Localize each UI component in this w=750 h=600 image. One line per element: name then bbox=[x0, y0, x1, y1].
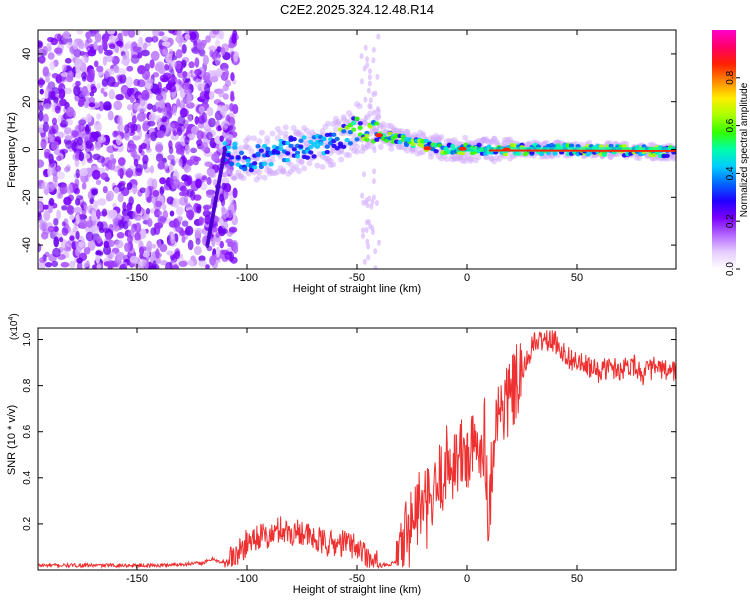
colorbar-tick-label: 0.2 bbox=[725, 214, 736, 228]
y-tick-label: -40 bbox=[21, 237, 33, 253]
spectral-hotspot bbox=[375, 133, 383, 138]
x-tick-label: -150 bbox=[126, 272, 148, 284]
spectrogram-y-ticks: -40 -20 0 20 40 bbox=[21, 48, 676, 253]
x-tick-label: 0 bbox=[464, 573, 470, 585]
snr-panel: -150 -100 -50 0 50 0.2 0.4 0.6 0.8 1.0 Height of… bbox=[6, 313, 677, 596]
colorbar-tick-label: 0.0 bbox=[725, 262, 736, 276]
colorbar-label: Normalized spectral amplitude bbox=[739, 82, 750, 217]
x-tick-label: -50 bbox=[349, 573, 365, 585]
colorbar-tick-label: 0.4 bbox=[725, 166, 736, 180]
x-tick-label: 0 bbox=[464, 272, 470, 284]
snr-scale-label: (x104) bbox=[8, 313, 20, 340]
y-tick-label: 0.2 bbox=[22, 517, 33, 531]
y-tick-label: 0.8 bbox=[22, 378, 33, 392]
spectrogram-x-label: Height of straight line (km) bbox=[293, 283, 421, 295]
snr-x-ticks: -150 -100 -50 0 50 bbox=[126, 328, 583, 585]
snr-x-label: Height of straight line (km) bbox=[293, 584, 421, 596]
x-tick-label: 50 bbox=[571, 573, 583, 585]
y-tick-label: 0 bbox=[21, 146, 33, 152]
spectrogram-x-ticks: -150 -100 -50 0 50 bbox=[126, 30, 583, 284]
colorbar-ticks: 0.0 0.2 0.4 0.6 0.8 bbox=[725, 70, 740, 276]
spectrogram-panel: -150 -100 -50 0 50 -40 -20 0 20 40 Height of str… bbox=[6, 29, 677, 295]
figure-title: C2E2.2025.324.12.48.R14 bbox=[280, 2, 434, 17]
spectrogram-plot-area bbox=[38, 30, 676, 269]
y-tick-label: 40 bbox=[21, 48, 33, 60]
y-tick-label: -20 bbox=[21, 189, 33, 205]
snr-y-label: SNR (10 * v/v) bbox=[6, 405, 18, 475]
y-tick-label: 0.4 bbox=[22, 470, 33, 484]
spectral-hotspot bbox=[423, 146, 432, 151]
y-tick-label: 1.0 bbox=[22, 332, 33, 346]
snr-plot-area bbox=[38, 330, 676, 570]
spectral-hotspot bbox=[502, 147, 511, 152]
x-tick-label: -150 bbox=[126, 573, 148, 585]
snr-series-line bbox=[38, 330, 676, 570]
x-tick-label: -100 bbox=[236, 573, 258, 585]
x-tick-label: -50 bbox=[349, 272, 365, 284]
x-tick-label: -100 bbox=[236, 272, 258, 284]
spectrogram-y-label: Frequency (Hz) bbox=[6, 112, 18, 188]
svg-text:(x104): (x104) bbox=[8, 313, 20, 340]
colorbar-gradient bbox=[712, 30, 736, 269]
snr-y-ticks: 0.2 0.4 0.6 0.8 1.0 bbox=[22, 332, 676, 531]
y-tick-label: 20 bbox=[21, 96, 33, 108]
snr-scale-prefix: (x10 bbox=[9, 320, 20, 340]
colorbar: 0.0 0.2 0.4 0.6 0.8 Normalized spectral ampl… bbox=[712, 30, 750, 276]
y-tick-label: 0.6 bbox=[22, 424, 33, 438]
snr-scale-exponent: 4 bbox=[8, 317, 15, 321]
snr-scale-suffix: ) bbox=[9, 313, 20, 316]
colorbar-tick-label: 0.8 bbox=[725, 70, 736, 84]
colorbar-tick-label: 0.6 bbox=[725, 118, 736, 132]
spectral-hotspot bbox=[458, 146, 467, 151]
x-tick-label: 50 bbox=[571, 272, 583, 284]
